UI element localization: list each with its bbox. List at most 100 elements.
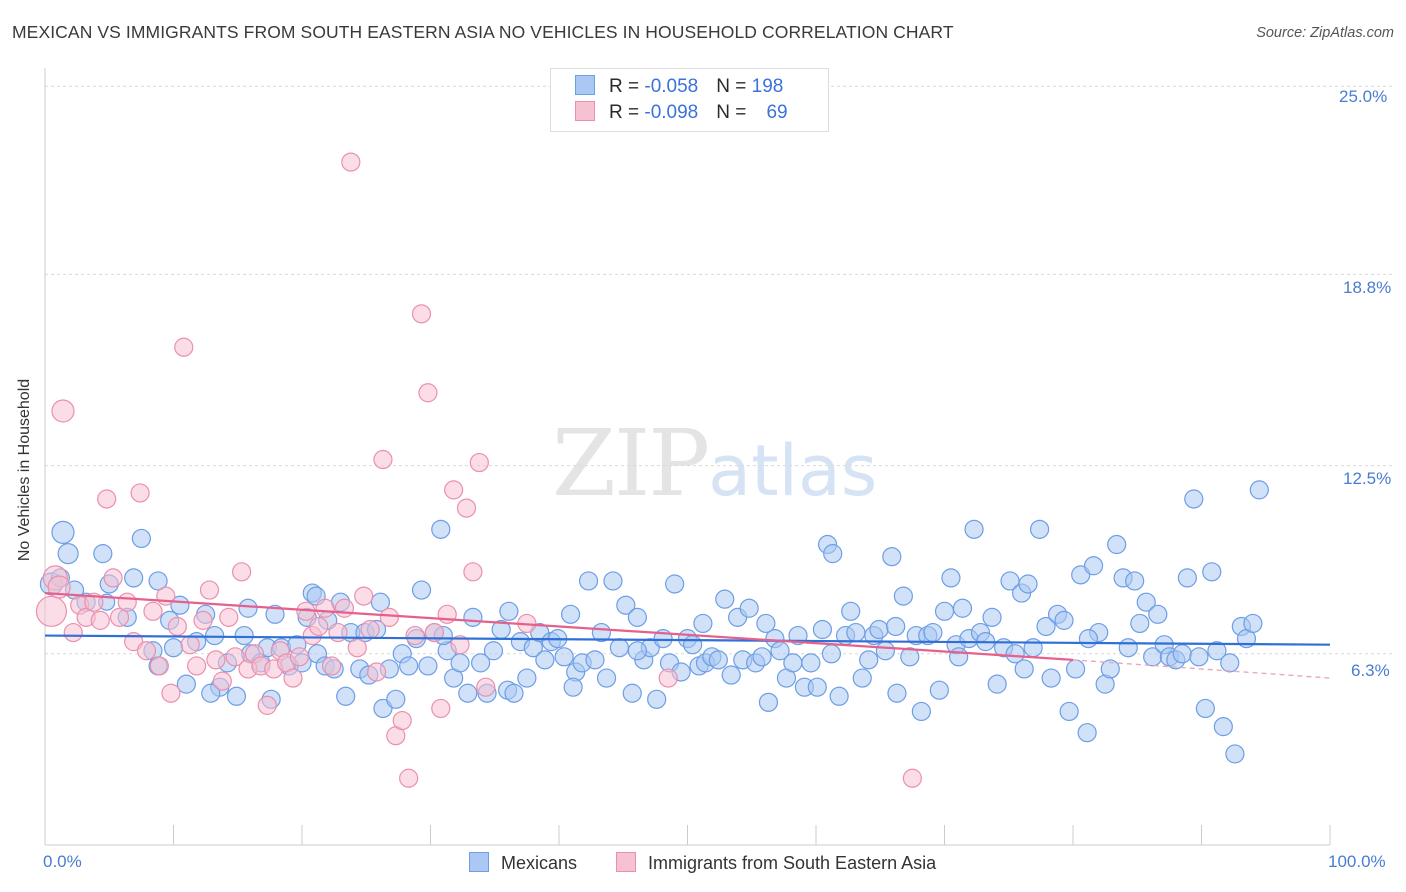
mexicans-point-117 bbox=[812, 619, 833, 640]
mexicans-point-201 bbox=[693, 613, 713, 634]
immigrants-point-14 bbox=[130, 483, 150, 503]
immigrants-point-22 bbox=[180, 635, 200, 655]
mexicans-point-72 bbox=[535, 650, 555, 670]
immigrants-point-56 bbox=[399, 768, 419, 788]
x-tick-label-min: 0.0% bbox=[43, 852, 82, 871]
mexicans-point-49 bbox=[386, 689, 406, 709]
immigrants-trend-extension bbox=[1072, 659, 1331, 679]
mexicans-point-170 bbox=[1125, 571, 1145, 591]
mexicans-point-84 bbox=[609, 638, 629, 658]
immigrants-point-63 bbox=[444, 480, 464, 500]
mexicans-point-76 bbox=[560, 604, 581, 624]
mexicans-point-20 bbox=[205, 625, 225, 646]
mexicans-point-69 bbox=[517, 668, 537, 688]
mexicans-point-101 bbox=[715, 589, 735, 609]
y-tick-label-18-8: 18.8% bbox=[1343, 278, 1392, 297]
legend-item-mexicans: Mexicans bbox=[469, 852, 577, 874]
mexicans-point-207 bbox=[1078, 629, 1099, 649]
r-label: R = bbox=[609, 76, 645, 97]
mexicans-point-139 bbox=[941, 568, 961, 588]
mexicans-point-158 bbox=[1054, 610, 1074, 630]
immigrants-point-48 bbox=[347, 638, 367, 658]
mexicans-point-127 bbox=[869, 619, 889, 640]
mexicans-point-87 bbox=[627, 607, 647, 627]
immigrants-point-19 bbox=[161, 683, 181, 703]
mexicans-point-102 bbox=[721, 665, 741, 685]
mexicans-point-146 bbox=[982, 607, 1002, 627]
series-immigrants-se-asia bbox=[35, 152, 922, 788]
mexicans-point-194 bbox=[238, 598, 258, 618]
mexicans-point-115 bbox=[801, 653, 821, 673]
watermark-zip: ZIP bbox=[552, 410, 710, 517]
immigrants-point-68 bbox=[476, 677, 496, 697]
n-value: 198 bbox=[751, 76, 784, 97]
mexicans-point-162 bbox=[1077, 723, 1097, 743]
mexicans-point-141 bbox=[952, 598, 973, 618]
immigrants-point-57 bbox=[405, 625, 425, 646]
immigrants-point-30 bbox=[232, 562, 252, 582]
n-label: N = bbox=[716, 102, 752, 123]
mexicans-point-79 bbox=[578, 571, 599, 591]
mexicans-point-136 bbox=[923, 622, 943, 643]
mexicans-point-199 bbox=[563, 677, 583, 697]
mexicans-point-86 bbox=[622, 683, 642, 703]
mexicans-point-54 bbox=[418, 656, 438, 676]
mexicans-point-191 bbox=[1249, 480, 1269, 500]
mexicans-point-180 bbox=[1184, 489, 1204, 509]
mexicans-point-100 bbox=[708, 650, 728, 670]
y-tick-label-12-5: 12.5% bbox=[1343, 469, 1392, 488]
immigrants-point-26 bbox=[206, 650, 226, 670]
mexicans-point-131 bbox=[893, 586, 913, 606]
mexicans-point-93 bbox=[665, 574, 685, 594]
mexicans-point-29 bbox=[265, 604, 285, 624]
mexicans-point-23 bbox=[226, 686, 247, 706]
mexicans-point-85 bbox=[616, 595, 636, 615]
immigrants-point-17 bbox=[149, 656, 169, 676]
immigrants-point-49 bbox=[354, 586, 374, 606]
n-value: 69 bbox=[766, 102, 788, 123]
chart-title: MEXICAN VS IMMIGRANTS FROM SOUTH EASTERN… bbox=[12, 22, 954, 42]
mexicans-point-167 bbox=[1107, 534, 1127, 555]
immigrants-point-55 bbox=[392, 710, 412, 731]
immigrants-point-20 bbox=[167, 616, 187, 637]
mexicans-point-56 bbox=[431, 519, 451, 539]
immigrants-point-59 bbox=[418, 383, 438, 403]
immigrants-trend-line bbox=[44, 591, 1074, 661]
immigrants-point-53 bbox=[379, 607, 399, 627]
x-tick-label-max: 100.0% bbox=[1328, 852, 1386, 871]
immigrants-point-46 bbox=[334, 598, 355, 618]
mexicans-point-83 bbox=[603, 571, 623, 591]
immigrants-point-52 bbox=[373, 449, 393, 470]
immigrants-point-12 bbox=[117, 592, 137, 612]
n-label: N = bbox=[716, 76, 752, 97]
mexicans-point-105 bbox=[739, 598, 759, 618]
mexicans-point-12 bbox=[148, 571, 168, 591]
immigrants-point-0 bbox=[35, 595, 68, 627]
legend-swatch-blue bbox=[469, 852, 489, 872]
mexicans-point-184 bbox=[1207, 641, 1227, 661]
mexicans-point-182 bbox=[1195, 698, 1215, 719]
immigrants-point-2 bbox=[47, 575, 71, 599]
mexicans-point-60 bbox=[458, 683, 478, 703]
mexicans-point-24 bbox=[234, 625, 254, 646]
immigrants-point-16 bbox=[143, 601, 163, 621]
mexicans-point-67 bbox=[504, 683, 524, 703]
immigrants-point-45 bbox=[328, 622, 348, 643]
mexicans-point-159 bbox=[1059, 701, 1079, 722]
immigrants-point-42 bbox=[309, 616, 329, 637]
legend-label: Immigrants from South Eastern Asia bbox=[648, 853, 937, 873]
mexicans-point-120 bbox=[829, 686, 849, 706]
mexicans-point-17 bbox=[176, 674, 196, 694]
mexicans-point-198 bbox=[499, 601, 519, 621]
mexicans-point-137 bbox=[929, 680, 949, 700]
immigrants-point-11 bbox=[109, 607, 130, 627]
mexicans-point-187 bbox=[1225, 744, 1245, 764]
mexicans-point-75 bbox=[554, 647, 574, 667]
immigrants-point-38 bbox=[283, 668, 303, 688]
mexicans-point-108 bbox=[758, 692, 779, 712]
swatch-pink bbox=[575, 101, 595, 121]
stats-row-immigrants: R = -0.098 N = 69 bbox=[575, 101, 788, 127]
r-label: R = bbox=[609, 102, 645, 123]
immigrants-point-64 bbox=[450, 635, 470, 655]
mexicans-point-128 bbox=[875, 641, 895, 661]
